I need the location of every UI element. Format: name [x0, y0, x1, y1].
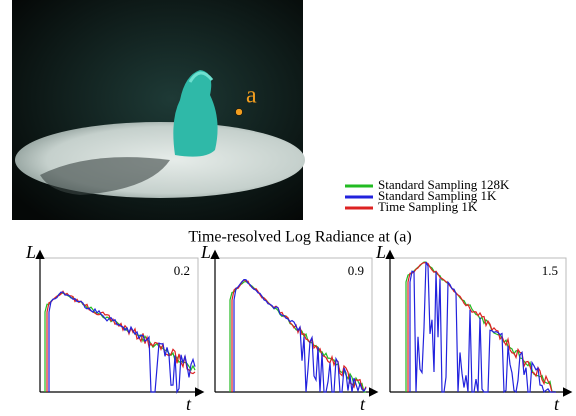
curve — [46, 290, 196, 392]
x-axis-label: t — [554, 394, 560, 414]
point-label: a — [246, 83, 257, 109]
legend: Standard Sampling 128K Standard Sampling… — [345, 177, 510, 214]
caption: Time-resolved Log Radiance at (a) — [188, 229, 411, 246]
time-label: 0.2 — [174, 263, 190, 278]
rendered-scene: a — [12, 0, 305, 220]
legend-label: Standard Sampling 128K — [378, 177, 510, 192]
y-axis-label: L — [200, 242, 211, 262]
x-axis-label: t — [186, 394, 192, 414]
plots: Lt 0.2 Lt 0.9 Lt 1.5 — [25, 242, 573, 414]
curve — [229, 280, 366, 393]
time-label: 0.9 — [348, 263, 364, 278]
curve — [48, 291, 196, 395]
curve — [44, 292, 196, 392]
curve — [233, 279, 367, 393]
legend-label: Time Sampling 1K — [378, 199, 478, 214]
y-axis-label: L — [25, 242, 36, 262]
y-axis-label: L — [375, 242, 386, 262]
time-label: 1.5 — [542, 263, 558, 278]
curve — [409, 261, 556, 394]
legend-label: Standard Sampling 1K — [378, 188, 497, 203]
x-axis-label: t — [360, 394, 366, 414]
